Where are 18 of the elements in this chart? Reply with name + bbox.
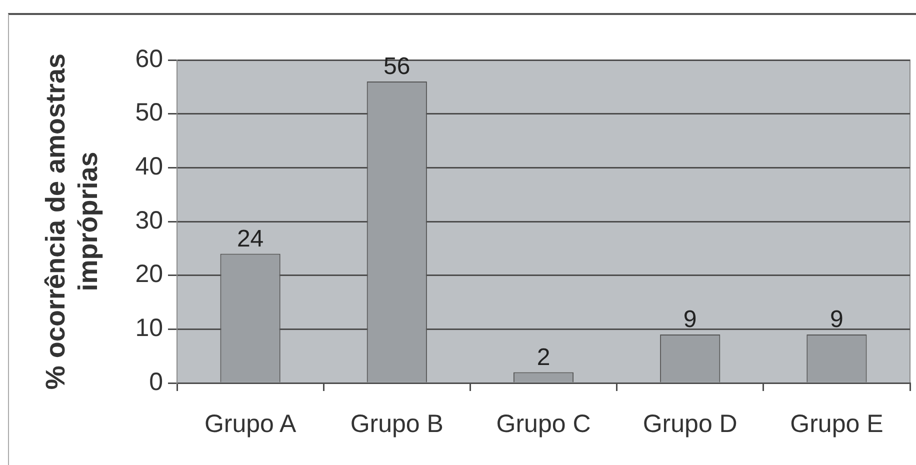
- y-tick-label: 20: [135, 260, 163, 288]
- y-tick-label: 40: [135, 152, 163, 181]
- data-label: 2: [536, 344, 550, 371]
- y-tick-label: 50: [135, 98, 163, 127]
- data-label: 9: [683, 306, 697, 334]
- x-tick-label: Grupo D: [642, 410, 738, 438]
- y-tick-label: 30: [135, 206, 163, 234]
- x-tick-label: Grupo A: [204, 410, 296, 438]
- y-tick-label: 0: [149, 368, 163, 396]
- y-tick-label: 60: [135, 44, 163, 73]
- y-axis-title: % ocorrência de amostras impróprias: [40, 53, 104, 390]
- x-tick-label: Grupo E: [790, 410, 884, 438]
- x-tick-label: Grupo C: [496, 410, 591, 438]
- y-tick-label: 10: [135, 314, 163, 342]
- x-tick-label: Grupo B: [350, 410, 444, 438]
- data-label: 9: [830, 306, 844, 334]
- data-label: 56: [384, 53, 410, 80]
- data-label: 24: [236, 225, 264, 252]
